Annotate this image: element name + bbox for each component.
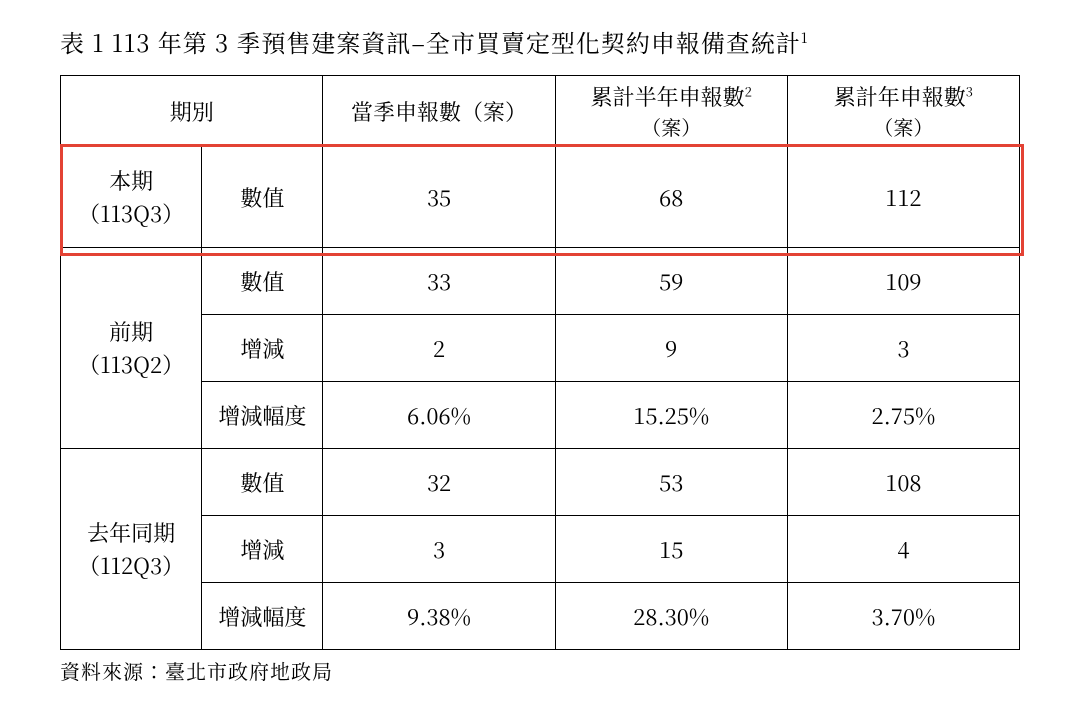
value-cell: 4 — [787, 516, 1019, 583]
header-col-2-sub: （案） — [556, 112, 787, 141]
header-col-3: 累計年申報數3 （案） — [787, 76, 1019, 147]
value-cell: 33 — [323, 248, 555, 315]
value-cell: 15.25% — [555, 382, 787, 449]
metric-cell: 數值 — [202, 147, 323, 248]
table-row: 增減293 — [61, 315, 1020, 382]
value-cell: 9 — [555, 315, 787, 382]
metric-cell: 增減幅度 — [202, 583, 323, 650]
period-cell: 去年同期（112Q3） — [61, 449, 202, 650]
period-line1: 去年同期 — [61, 516, 201, 549]
header-col-1: 當季申報數（案） — [323, 76, 555, 147]
source-line: 資料來源：臺北市政府地政局 — [60, 656, 1030, 685]
table-title: 表 1 113 年第 3 季預售建案資訊–全市買賣定型化契約申報備查統計1 — [60, 24, 1030, 59]
metric-cell: 數值 — [202, 449, 323, 516]
table-row: 本期（113Q3）數值3568112 — [61, 147, 1020, 248]
period-line1: 前期 — [61, 315, 201, 348]
value-cell: 35 — [323, 147, 555, 248]
value-cell: 109 — [787, 248, 1019, 315]
period-line2: （112Q3） — [61, 549, 201, 582]
value-cell: 2.75% — [787, 382, 1019, 449]
metric-cell: 增減幅度 — [202, 382, 323, 449]
table-row: 增減幅度6.06%15.25%2.75% — [61, 382, 1020, 449]
value-cell: 2 — [323, 315, 555, 382]
header-period: 期別 — [61, 76, 323, 147]
metric-cell: 增減 — [202, 516, 323, 583]
period-cell: 本期（113Q3） — [61, 147, 202, 248]
table-row: 前期（113Q2）數值3359109 — [61, 248, 1020, 315]
header-period-label: 期別 — [170, 96, 214, 127]
title-superscript: 1 — [801, 28, 809, 48]
value-cell: 6.06% — [323, 382, 555, 449]
period-line1: 本期 — [61, 164, 201, 197]
value-cell: 112 — [787, 147, 1019, 248]
metric-cell: 數值 — [202, 248, 323, 315]
table-row: 增減幅度9.38%28.30%3.70% — [61, 583, 1020, 650]
statistics-table: 期別 當季申報數（案） 累計半年申報數2 （案） 累計年申報數3 （案） 本期（… — [60, 75, 1020, 650]
value-cell: 53 — [555, 449, 787, 516]
header-col-3-sub: （案） — [788, 112, 1019, 141]
table-header-row: 期別 當季申報數（案） 累計半年申報數2 （案） 累計年申報數3 （案） — [61, 76, 1020, 147]
table-body: 本期（113Q3）數值3568112前期（113Q2）數值3359109增減29… — [61, 147, 1020, 650]
value-cell: 3 — [787, 315, 1019, 382]
table-row: 增減3154 — [61, 516, 1020, 583]
value-cell: 108 — [787, 449, 1019, 516]
value-cell: 3.70% — [787, 583, 1019, 650]
period-line2: （113Q2） — [61, 348, 201, 381]
header-col-1-label: 當季申報數（案） — [351, 96, 527, 127]
value-cell: 28.30% — [555, 583, 787, 650]
value-cell: 32 — [323, 449, 555, 516]
metric-cell: 增減 — [202, 315, 323, 382]
period-cell: 前期（113Q2） — [61, 248, 202, 449]
value-cell: 15 — [555, 516, 787, 583]
header-col-2: 累計半年申報數2 （案） — [555, 76, 787, 147]
value-cell: 3 — [323, 516, 555, 583]
period-line2: （113Q3） — [61, 197, 201, 230]
header-col-3-label: 累計年申報數3 — [834, 81, 973, 112]
header-col-2-label: 累計半年申報數2 — [591, 81, 752, 112]
value-cell: 68 — [555, 147, 787, 248]
title-text: 表 1 113 年第 3 季預售建案資訊–全市買賣定型化契約申報備查統計 — [60, 24, 801, 59]
value-cell: 59 — [555, 248, 787, 315]
table-row: 去年同期（112Q3）數值3253108 — [61, 449, 1020, 516]
value-cell: 9.38% — [323, 583, 555, 650]
